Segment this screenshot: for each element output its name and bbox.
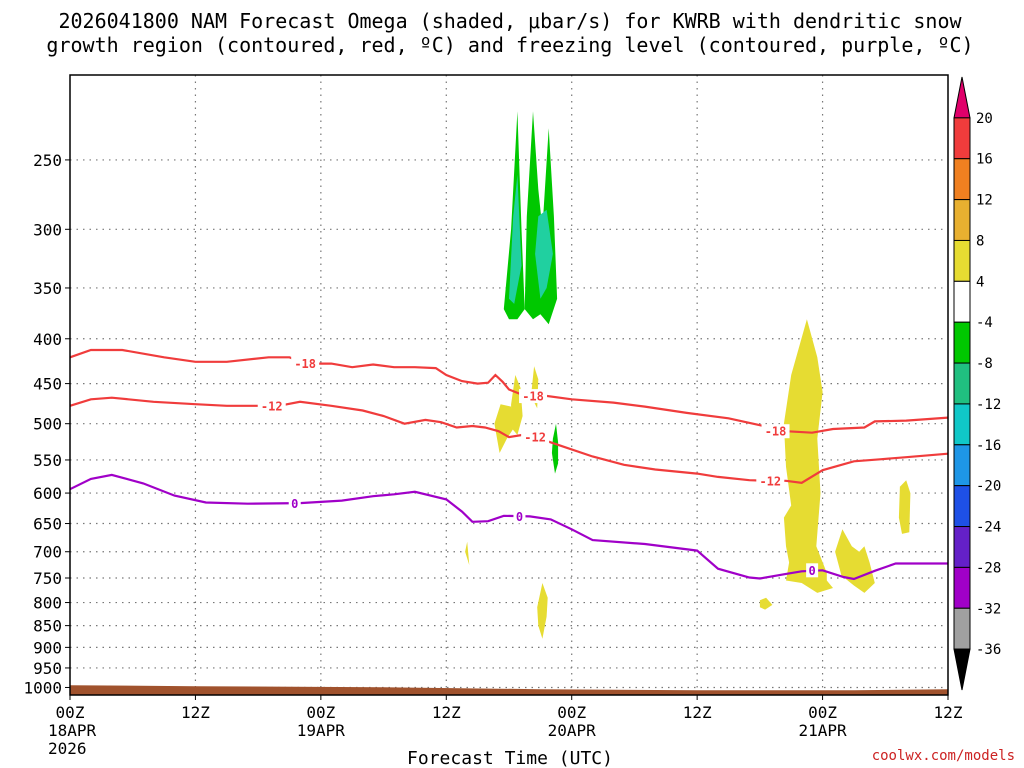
y-tick-label: 500 xyxy=(33,415,62,434)
contour-label: 0 xyxy=(291,497,298,511)
y-tick-label: 800 xyxy=(33,594,62,613)
colorbar-swatch xyxy=(953,280,971,323)
y-tick-label: 450 xyxy=(33,375,62,394)
y-tick-label: 300 xyxy=(33,220,62,239)
colorbar-label: -12 xyxy=(976,397,1001,413)
y-tick-label: 650 xyxy=(33,515,62,534)
x-tick-label: 12Z xyxy=(934,703,963,722)
colorbar-label: 16 xyxy=(976,152,993,168)
x-tick-date: 20APR xyxy=(548,721,597,740)
colorbar-arrow-bottom xyxy=(953,648,971,691)
omega-region xyxy=(509,174,522,304)
contour-label-bg xyxy=(519,389,548,404)
contour-label-bg xyxy=(291,356,320,371)
x-tick-label: 00Z xyxy=(56,703,85,722)
colorbar-label: -4 xyxy=(976,315,993,331)
colorbar-swatch xyxy=(953,239,971,282)
omega-region xyxy=(835,529,875,593)
contour-label-bg xyxy=(756,473,785,488)
x-axis-label: Forecast Time (UTC) xyxy=(407,748,613,768)
contour-label: -18 xyxy=(294,357,316,371)
plot-frame xyxy=(69,74,949,696)
contour-label: 0 xyxy=(809,564,816,578)
colorbar-label: -16 xyxy=(976,438,1001,454)
chart-title-line-2: growth region (contoured, red, ºC) and f… xyxy=(46,33,973,57)
colorbar-label: -36 xyxy=(976,642,1001,658)
colorbar-label: 20 xyxy=(976,111,993,127)
omega-region xyxy=(535,209,553,299)
colorbar-swatch xyxy=(953,526,971,568)
x-tick-date: 21APR xyxy=(798,721,847,740)
y-tick-label: 850 xyxy=(33,617,62,636)
colorbar-swatch xyxy=(953,403,971,446)
colorbar-swatch xyxy=(953,117,971,160)
y-tick-label: 750 xyxy=(33,569,62,588)
contour-label-bg xyxy=(761,424,790,439)
x-tick-year: 2026 xyxy=(48,739,87,758)
colorbar-swatch xyxy=(953,444,971,487)
omega-region xyxy=(494,404,515,453)
contour-label: -18 xyxy=(765,425,787,439)
colorbar-swatch xyxy=(953,362,971,405)
colorbar-swatch xyxy=(953,199,971,241)
colorbar-label: -8 xyxy=(976,356,993,372)
ground-terrain xyxy=(70,685,948,695)
x-tick-label: 00Z xyxy=(306,703,335,722)
omega-region xyxy=(551,423,559,474)
colorbar-label: 12 xyxy=(976,193,993,209)
x-tick-label: 12Z xyxy=(683,703,712,722)
y-tick-label: 700 xyxy=(33,543,62,562)
y-tick-label: 400 xyxy=(33,330,62,349)
omega-region xyxy=(898,480,911,534)
y-tick-label: 550 xyxy=(33,451,62,470)
x-tick-label: 12Z xyxy=(181,703,210,722)
colorbar-label: -24 xyxy=(976,520,1001,536)
y-tick-label: 950 xyxy=(33,659,62,678)
contour-label-bg xyxy=(806,563,819,578)
colorbar-label: -32 xyxy=(976,601,1001,617)
contour-label-bg xyxy=(288,496,301,511)
colorbar-swatch xyxy=(953,485,971,528)
x-tick-label: 00Z xyxy=(808,703,837,722)
y-tick-label: 1000 xyxy=(23,678,62,697)
y-tick-label: 900 xyxy=(33,638,62,657)
colorbar-label: -28 xyxy=(976,560,1001,576)
omega-region xyxy=(465,541,470,566)
omega-region xyxy=(783,319,833,593)
contour-label-bg xyxy=(521,430,550,445)
contour-label: -12 xyxy=(759,474,781,488)
omega-region xyxy=(537,583,548,639)
x-tick-label: 00Z xyxy=(557,703,586,722)
x-tick-date: 19APR xyxy=(297,721,346,740)
colorbar-label: -20 xyxy=(976,479,1001,495)
colorbar-swatch xyxy=(953,321,971,364)
colorbar-label: 4 xyxy=(976,274,984,290)
chart-title-line-1: 2026041800 NAM Forecast Omega (shaded, μ… xyxy=(58,9,962,33)
colorbar-swatch xyxy=(953,607,971,650)
y-tick-label: 350 xyxy=(33,279,62,298)
x-tick-label: 12Z xyxy=(432,703,461,722)
credit-text: coolwx.com/models xyxy=(872,748,1015,764)
colorbar-label: 8 xyxy=(976,233,984,249)
y-tick-label: 250 xyxy=(33,151,62,170)
contour-label: -12 xyxy=(524,431,546,445)
omega-region xyxy=(759,597,773,610)
colorbar-arrow-top xyxy=(953,76,971,119)
y-tick-label: 600 xyxy=(33,484,62,503)
contour-label-bg xyxy=(513,509,526,524)
plot-area: -18 -18 -18 -12 -12 -12 0 0 0 250 300 350 400 450 500 5… xyxy=(23,74,1001,758)
colorbar-swatch xyxy=(953,566,971,609)
x-tick-date: 18APR xyxy=(48,721,97,740)
colorbar-swatch xyxy=(953,158,971,201)
contour-label-bg xyxy=(257,398,286,413)
contour-label: -12 xyxy=(261,399,283,413)
contour-label: 0 xyxy=(516,510,523,524)
contour-label: -18 xyxy=(522,390,544,404)
